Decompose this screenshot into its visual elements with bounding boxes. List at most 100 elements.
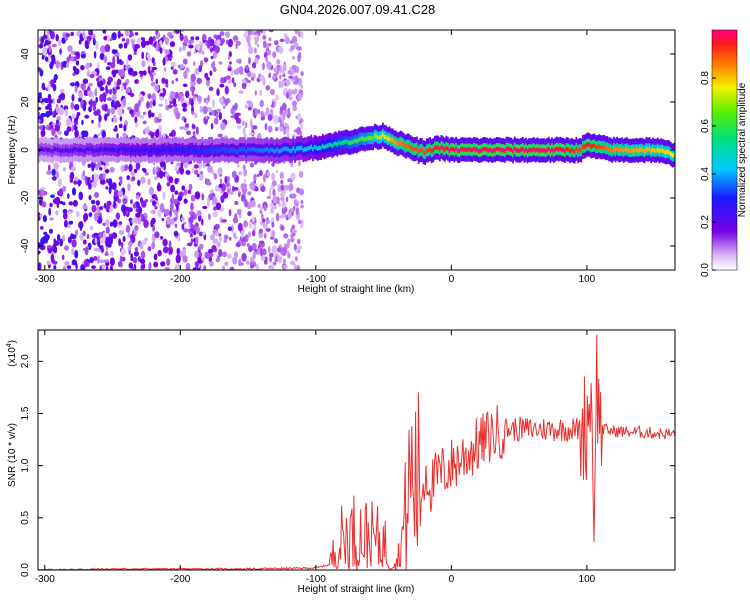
spectrogram-noise-cell: [71, 94, 75, 102]
spectrogram-noise-cell: [118, 43, 123, 49]
spectrogram-noise-cell: [88, 212, 93, 218]
spectrogram-noise-cell: [173, 198, 179, 203]
spectrogram-ridge-core: [264, 147, 267, 152]
spectrogram-noise-cell: [162, 34, 166, 41]
spectrogram-noise-cell: [158, 170, 164, 179]
spectrogram-noise-cell: [248, 56, 251, 65]
spectrogram-noise-cell: [113, 199, 116, 209]
spectrogram-ridge-core: [289, 148, 292, 154]
spectrogram-ridge-core: [118, 147, 121, 153]
spectrogram-noise-cell: [155, 30, 158, 35]
snr-frame: [37, 329, 676, 571]
spectrogram-ridge-core: [224, 148, 226, 153]
spectrogram-noise-cell: [257, 109, 261, 115]
spectrogram-noise-cell: [206, 116, 210, 120]
spectrogram-noise-cell: [144, 199, 148, 203]
y-tick-label: 0.0: [20, 563, 31, 577]
spectrogram-noise-cell: [218, 61, 223, 65]
spectrogram-noise-cell: [259, 89, 263, 96]
spectrogram-noise-cell: [50, 253, 54, 263]
spectrogram-noise-cell: [137, 206, 143, 215]
spectrogram-noise-cell: [162, 191, 166, 201]
spectrogram-noise-cell: [271, 162, 275, 167]
spectrogram-noise-cell: [58, 94, 62, 100]
spectrogram-noise-cell: [271, 263, 275, 270]
spectrogram-noise-cell: [64, 108, 69, 117]
spectrogram-noise-cell: [193, 213, 198, 220]
spectrogram-ridge-core: [86, 146, 88, 151]
spectrogram-noise-cell: [212, 99, 215, 108]
spectrogram-ridge-core: [199, 149, 202, 154]
spectrogram-noise-cell: [177, 235, 181, 242]
spectrogram-ridge-core: [66, 148, 69, 153]
spectrogram-ridge-core: [619, 147, 622, 153]
spectrogram-noise-cell: [195, 226, 201, 234]
spectrogram-noise-cell: [80, 65, 85, 71]
spectrogram-noise-cell: [116, 133, 119, 139]
spectrogram-noise-cell: [128, 241, 133, 247]
snr-plot-area: [38, 330, 675, 570]
spectrogram-noise-cell: [188, 39, 194, 44]
spectrogram-noise-cell: [133, 216, 139, 224]
spectrogram-ridge-core: [648, 146, 651, 152]
spectrogram-noise-cell: [276, 247, 282, 253]
spectrogram-noise-cell: [76, 112, 81, 116]
spectrogram-noise-cell: [188, 216, 194, 224]
spectrogram-noise-cell: [164, 267, 170, 270]
spectrogram-noise-cell: [291, 89, 298, 95]
spectrogram-noise-cell: [291, 193, 297, 199]
spectrogram-noise-cell: [181, 223, 185, 230]
spectrogram-noise-cell: [50, 194, 55, 198]
spectrogram-noise-cell: [84, 130, 88, 138]
spectrogram-ridge-core: [229, 147, 231, 153]
y-tick-label: 0: [20, 147, 31, 153]
spectrogram-ridge-core: [208, 148, 210, 153]
spectrogram-ridge-core: [437, 145, 440, 150]
spectrogram-noise-cell: [297, 112, 301, 122]
spectrogram-x-ticks: -300 -200 -100 0 100: [35, 30, 596, 285]
spectrogram-noise-cell: [290, 237, 295, 243]
spectrogram-ridge-core: [536, 147, 539, 152]
spectrogram-noise-cell: [115, 212, 121, 220]
spectrogram-ridge-core: [434, 145, 436, 150]
spectrogram-noise-cell: [93, 51, 97, 59]
spectrogram-noise-cell: [204, 72, 209, 79]
spectrogram-noise-cell: [262, 62, 265, 71]
spectrogram-ridge-core: [468, 147, 470, 152]
spectrogram-noise-cell: [236, 67, 239, 75]
spectrogram-noise-cell: [235, 43, 238, 50]
spectrogram-noise-cell: [232, 35, 239, 41]
spectrogram-noise-cell: [236, 208, 242, 216]
spectrogram-noise-cell: [204, 251, 210, 259]
spectrogram-ridge-core: [390, 138, 392, 143]
spectrogram-noise-cell: [275, 256, 278, 262]
spectrogram-noise-cell: [199, 105, 204, 113]
spectrogram-noise-cell: [217, 133, 223, 138]
spectrogram-ridge-core: [606, 146, 609, 151]
spectrogram-noise-cell: [134, 79, 137, 84]
spectrogram-noise-cell: [71, 125, 74, 133]
spectrogram-noise-cell: [63, 212, 68, 220]
spectrogram-noise-cell: [249, 162, 255, 168]
spectrogram-noise-cell: [174, 209, 177, 216]
spectrogram-ridge-core: [635, 147, 638, 152]
spectrogram-ridge-core: [68, 149, 70, 154]
spectrogram-ridge-core: [255, 148, 257, 153]
spectrogram-noise-cell: [265, 107, 270, 115]
spectrogram-ridge-core: [398, 141, 401, 146]
spectrogram-noise-cell: [153, 261, 159, 268]
spectrogram-noise-cell: [195, 236, 199, 246]
spectrogram-noise-cell: [69, 177, 74, 183]
spectrogram-noise-cell: [125, 78, 130, 84]
spectrogram-noise-cell: [193, 224, 197, 231]
spectrogram-noise-cell: [146, 101, 150, 109]
spectrogram-noise-cell: [66, 126, 72, 132]
spectrogram-ridge-core: [626, 147, 628, 152]
spectrogram-ridge-core: [447, 146, 449, 151]
spectrogram-noise-cell: [215, 202, 222, 211]
spectrogram-noise-cell: [63, 130, 69, 137]
spectrogram-noise-cell: [260, 110, 264, 119]
spectrogram-noise-cell: [208, 248, 213, 254]
spectrogram-noise-cell: [133, 251, 139, 257]
spectrogram-noise-cell: [135, 162, 141, 171]
